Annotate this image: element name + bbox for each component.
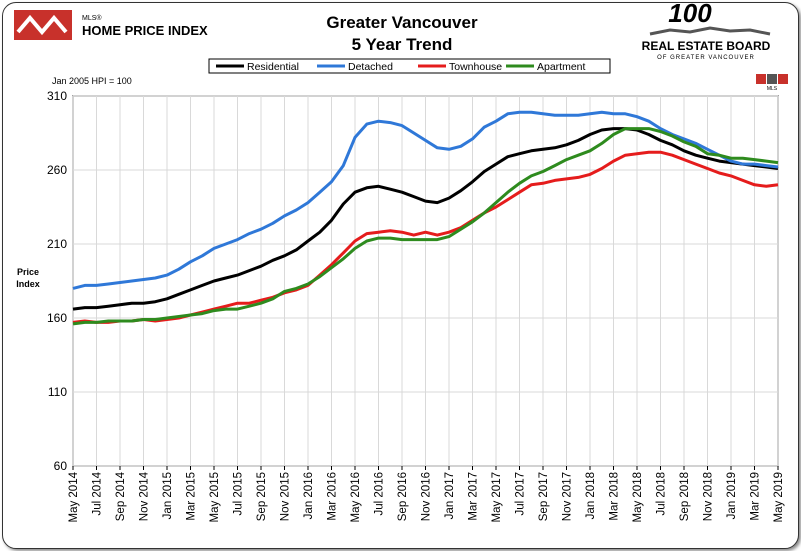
x-tick-label: Nov 2018: [703, 472, 715, 521]
y-axis-title-line2: Index: [16, 279, 40, 289]
y-tick-label: 110: [48, 385, 67, 399]
real-estate-board-logo: 100 REAL ESTATE BOARD OF GREATER VANCOUV…: [642, 0, 771, 61]
x-tick-label: Mar 2019: [750, 472, 762, 521]
legend-label-detached: Detached: [348, 61, 393, 73]
x-tick-label: Jul 2016: [374, 472, 386, 515]
x-tick-label: Jan 2016: [303, 472, 315, 519]
x-tick-label: Sep 2016: [397, 472, 409, 521]
mls-badge-icon: MLS: [756, 74, 788, 92]
x-tick-label: Mar 2018: [609, 472, 621, 521]
x-tick-label: Nov 2016: [421, 472, 433, 521]
x-tick-label: Jan 2018: [585, 472, 597, 519]
x-tick-label: Mar 2016: [327, 472, 339, 521]
x-tick-label: Jul 2015: [233, 472, 245, 515]
y-tick-label: 260: [47, 163, 67, 177]
series-lines: [72, 110, 779, 326]
mls-badge-text: MLS: [767, 86, 778, 92]
x-tick-label: Mar 2017: [468, 472, 480, 521]
board-subname-text: OF GREATER VANCOUVER: [657, 55, 755, 61]
x-tick-label: Jul 2014: [92, 471, 104, 515]
gridlines: [72, 95, 779, 467]
x-tick-label: Sep 2017: [538, 472, 550, 521]
home-price-index-logo: MLS® HOME PRICE INDEX: [14, 10, 208, 40]
x-tick-label: May 2015: [209, 472, 221, 523]
x-tick-label: Sep 2018: [679, 472, 691, 521]
series-line-detached: [72, 110, 779, 290]
x-tick-label: May 2019: [773, 472, 785, 523]
house-roof-icon: [16, 14, 68, 36]
legend-label-townhouse: Townhouse: [449, 61, 502, 73]
x-tick-label: May 2018: [632, 472, 644, 523]
logo-main-text: HOME PRICE INDEX: [82, 23, 208, 38]
series-line-apartment: [72, 127, 779, 326]
x-tick-label: Jan 2017: [444, 472, 456, 519]
board-anniversary-text: 100: [668, 0, 712, 28]
y-tick-label: 160: [47, 311, 67, 325]
legend: Residential Detached Townhouse Apartment: [208, 58, 611, 74]
x-tick-label: Jan 2015: [162, 472, 174, 519]
x-tick-label: Jan 2019: [726, 472, 738, 519]
series-line-residential: [72, 127, 779, 311]
x-tick-label: Jul 2018: [656, 472, 668, 515]
board-name-text: REAL ESTATE BOARD: [642, 39, 771, 53]
logo-small-text: MLS®: [82, 14, 102, 22]
x-tick-label: Jul 2017: [515, 472, 527, 515]
y-axis-title-line1: Price: [17, 267, 39, 277]
hpi-note: Jan 2005 HPI = 100: [52, 76, 132, 86]
x-tick-label: May 2017: [491, 472, 503, 523]
legend-label-residential: Residential: [247, 61, 299, 73]
x-tick-label: Nov 2014: [139, 471, 151, 521]
x-tick-label: Nov 2015: [280, 472, 292, 521]
y-axis: 60 110 160 210 260 310: [47, 89, 67, 473]
x-tick-label: May 2016: [350, 472, 362, 523]
y-tick-label: 60: [54, 459, 68, 473]
x-tick-label: Mar 2015: [186, 472, 198, 521]
x-tick-label: May 2014: [68, 471, 80, 522]
chart-subtitle: 5 Year Trend: [352, 35, 453, 54]
x-tick-label: Sep 2014: [115, 471, 127, 521]
x-tick-label: Sep 2015: [256, 472, 268, 521]
legend-label-apartment: Apartment: [537, 61, 586, 73]
skyline-icon: [649, 26, 771, 36]
x-axis: May 2014 Jul 2014 Sep 2014 Nov 2014 Jan 2015…: [68, 466, 785, 523]
y-tick-label: 310: [47, 89, 67, 103]
x-tick-label: Nov 2017: [562, 472, 574, 521]
chart-title: Greater Vancouver: [326, 13, 478, 32]
y-tick-label: 210: [47, 237, 67, 251]
